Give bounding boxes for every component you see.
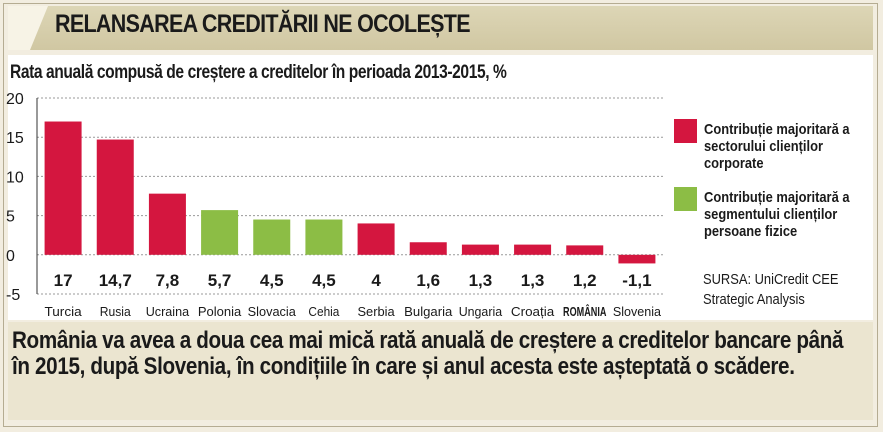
data-label: 4 bbox=[371, 271, 381, 290]
y-tick-label: -5 bbox=[6, 287, 20, 304]
bar bbox=[96, 139, 134, 255]
data-label: 1,2 bbox=[573, 271, 597, 290]
x-tick-label: Polonia bbox=[198, 304, 242, 319]
data-label: 1,6 bbox=[416, 271, 440, 290]
bar bbox=[566, 245, 604, 255]
page-title: RELANSAREA CREDITĂRII NE OCOLEȘTE bbox=[55, 10, 471, 38]
y-tick-label: 10 bbox=[6, 169, 24, 186]
y-tick-label: 5 bbox=[6, 209, 15, 226]
x-tick-label: Serbia bbox=[357, 304, 395, 319]
x-tick-label: Rusia bbox=[100, 304, 132, 319]
data-label: 1,3 bbox=[521, 271, 545, 290]
header-bar bbox=[8, 6, 873, 50]
x-tick-label: Ungaria bbox=[459, 304, 503, 319]
bar bbox=[148, 193, 186, 255]
x-tick-label: Ucraina bbox=[146, 304, 190, 319]
x-tick-label: Croația bbox=[511, 304, 555, 319]
bar bbox=[201, 210, 239, 255]
bar bbox=[44, 121, 82, 255]
bar bbox=[514, 244, 552, 255]
caption-text: România va avea a doua cea mai mică rată… bbox=[12, 327, 844, 380]
x-tick-label: Bulgaria bbox=[404, 304, 453, 319]
infographic-frame bbox=[3, 3, 878, 427]
bar bbox=[461, 244, 499, 255]
legend-label-retail: Contribuție majoritară a segmentului cli… bbox=[704, 189, 850, 240]
bar bbox=[409, 242, 447, 255]
source-note: SURSA: UniCredit CEE Strategic Analysis bbox=[703, 270, 858, 310]
chart-panel bbox=[8, 55, 873, 320]
data-label: 4,5 bbox=[260, 271, 284, 290]
x-tick-label: Turcia bbox=[44, 304, 82, 319]
legend-swatch-corporate bbox=[674, 119, 697, 143]
bar bbox=[253, 219, 291, 255]
legend-swatch-retail bbox=[674, 187, 697, 211]
data-label: 4,5 bbox=[312, 271, 336, 290]
legend-label-corporate: Contribuție majoritară a sectorului clie… bbox=[704, 121, 850, 172]
x-tick-label: Slovenia bbox=[613, 304, 662, 319]
x-tick-label: Slovacia bbox=[248, 304, 297, 319]
data-label: 7,8 bbox=[156, 271, 180, 290]
data-label: 1,3 bbox=[469, 271, 493, 290]
x-tick-label: ROMÂNIA bbox=[563, 304, 607, 319]
bar bbox=[618, 254, 656, 264]
source-line-1: SURSA: UniCredit CEE bbox=[703, 271, 839, 288]
chart-title: Rata anuală compusă de creștere a credit… bbox=[10, 62, 507, 83]
y-tick-label: 15 bbox=[6, 130, 24, 147]
bar bbox=[305, 219, 343, 255]
data-label: 14,7 bbox=[99, 271, 132, 290]
source-line-2: Strategic Analysis bbox=[703, 291, 805, 308]
y-tick-label: 20 bbox=[6, 91, 24, 108]
data-label: 17 bbox=[54, 271, 73, 290]
bar bbox=[357, 223, 395, 255]
y-tick-label: 0 bbox=[6, 248, 15, 265]
caption-panel bbox=[8, 322, 873, 420]
data-label: -1,1 bbox=[622, 271, 651, 290]
data-label: 5,7 bbox=[208, 271, 232, 290]
x-tick-label: Cehia bbox=[308, 304, 340, 319]
